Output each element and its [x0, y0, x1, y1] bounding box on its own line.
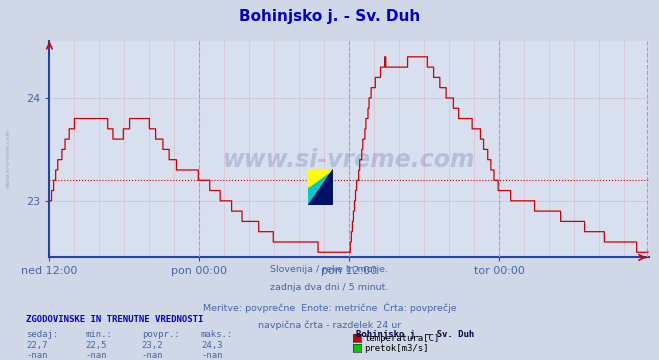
Text: 24,3: 24,3 [201, 341, 223, 350]
Text: povpr.:: povpr.: [142, 330, 179, 339]
Text: temperatura[C]: temperatura[C] [364, 333, 440, 343]
Text: 22,7: 22,7 [26, 341, 48, 350]
Text: -nan: -nan [26, 351, 48, 360]
Text: pretok[m3/s]: pretok[m3/s] [364, 343, 429, 353]
Text: maks.:: maks.: [201, 330, 233, 339]
Text: 22,5: 22,5 [86, 341, 107, 350]
Text: zadnja dva dni / 5 minut.: zadnja dva dni / 5 minut. [270, 283, 389, 292]
Text: Bohinjsko j. - Sv. Duh: Bohinjsko j. - Sv. Duh [239, 9, 420, 24]
Text: min.:: min.: [86, 330, 113, 339]
Text: Slovenija / reke in morje.: Slovenija / reke in morje. [270, 265, 389, 274]
Polygon shape [308, 169, 333, 205]
Polygon shape [321, 169, 333, 205]
Polygon shape [308, 169, 333, 187]
Text: ZGODOVINSKE IN TRENUTNE VREDNOSTI: ZGODOVINSKE IN TRENUTNE VREDNOSTI [26, 315, 204, 324]
Text: 23,2: 23,2 [142, 341, 163, 350]
Text: Bohinjsko j. - Sv. Duh: Bohinjsko j. - Sv. Duh [356, 330, 474, 339]
Text: -nan: -nan [142, 351, 163, 360]
Text: www.si-vreme.com: www.si-vreme.com [5, 129, 11, 188]
Text: www.si-vreme.com: www.si-vreme.com [223, 148, 476, 172]
Text: -nan: -nan [201, 351, 223, 360]
Polygon shape [308, 187, 333, 205]
Text: sedaj:: sedaj: [26, 330, 59, 339]
Text: Meritve: povprečne  Enote: metrične  Črta: povprečje: Meritve: povprečne Enote: metrične Črta:… [203, 302, 456, 312]
Text: navpična črta - razdelek 24 ur: navpična črta - razdelek 24 ur [258, 321, 401, 330]
Text: -nan: -nan [86, 351, 107, 360]
